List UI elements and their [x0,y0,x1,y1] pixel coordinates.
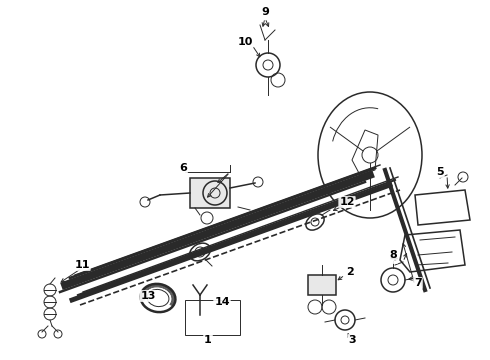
Text: 3: 3 [348,335,356,345]
Text: 2: 2 [346,267,354,277]
Text: 11: 11 [74,260,90,270]
Text: 1: 1 [204,335,212,345]
Text: 8: 8 [389,250,397,260]
Text: 13: 13 [140,291,156,301]
Text: 14: 14 [214,297,230,307]
Text: 12: 12 [339,197,355,207]
Text: 9: 9 [261,7,269,17]
Text: 7: 7 [414,278,422,288]
Text: 6: 6 [179,163,187,173]
Text: 5: 5 [436,167,444,177]
FancyBboxPatch shape [190,178,230,208]
FancyBboxPatch shape [308,275,336,295]
Text: 10: 10 [237,37,253,47]
Text: 4: 4 [389,253,397,263]
